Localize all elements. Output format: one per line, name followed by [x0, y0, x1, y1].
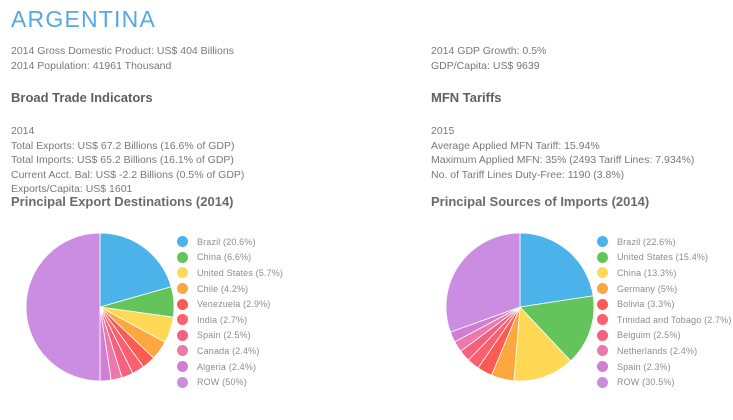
legend-item[interactable]: United States (5.7%) — [177, 265, 283, 281]
overview-left-stats: 2014 Gross Domestic Product: US$ 404 Bil… — [11, 44, 234, 73]
legend-item[interactable]: Venezuela (2.9%) — [177, 296, 283, 312]
legend-item[interactable]: Brazil (22.6%) — [597, 234, 731, 250]
legend-color-dot-icon — [177, 267, 188, 279]
legend-item[interactable]: Trinidad and Tobago (2.7%) — [597, 312, 731, 328]
bti-line-1: 2014 — [11, 125, 35, 137]
broad-trade-indicators-heading: Broad Trade Indicators — [11, 90, 153, 105]
import-chart-title: Principal Sources of Imports (2014) — [431, 194, 650, 209]
legend-color-dot-icon — [177, 376, 188, 388]
legend-item-label: ROW (50%) — [197, 377, 247, 388]
legend-color-dot-icon — [597, 376, 608, 388]
legend-color-dot-icon — [177, 298, 188, 310]
mfn-line-4: No. of Tariff Lines Duty-Free: 1190 (3.8… — [431, 168, 625, 181]
bti-line-4: Current Acct. Bal: US$ -2.2 Billions (0.… — [11, 168, 245, 181]
pie-slice[interactable] — [99, 232, 172, 308]
overview-left-line-1: 2014 Gross Domestic Product: US$ 404 Bil… — [11, 45, 234, 57]
legend-item-label: China (13.3%) — [617, 267, 677, 278]
import-sources-chart: Brazil (22.6%) United States (15.4%) China… — [431, 232, 733, 407]
legend-item[interactable]: ROW (30.5%) — [597, 374, 731, 390]
legend-color-dot-icon — [177, 329, 188, 341]
legend-item-label: China (6.6%) — [197, 252, 252, 263]
legend-item-label: Venezuela (2.9%) — [197, 299, 271, 310]
legend-item-label: United States (5.7%) — [197, 267, 284, 278]
overview-right-line-2: GDP/Capita: US$ 9639 — [431, 59, 540, 72]
legend-item-label: ROW (30.5%) — [617, 377, 675, 388]
legend-item-label: Netherlands (2.4%) — [617, 345, 698, 356]
import-legend: Brazil (22.6%) United States (15.4%) China… — [597, 234, 731, 390]
legend-color-dot-icon — [597, 361, 608, 373]
pie-slice[interactable] — [25, 232, 101, 382]
legend-item-label: United States (15.4%) — [617, 252, 709, 263]
legend-item[interactable]: China (6.6%) — [177, 250, 283, 266]
legend-item-label: Spain (2.5%) — [197, 330, 251, 341]
legend-color-dot-icon — [177, 236, 188, 248]
legend-color-dot-icon — [597, 251, 608, 263]
legend-item[interactable]: China (13.3%) — [597, 265, 731, 281]
legend-color-dot-icon — [177, 345, 188, 357]
legend-item-label: Germany (5%) — [617, 283, 678, 294]
legend-item[interactable]: United States (15.4%) — [597, 250, 731, 266]
legend-item[interactable]: Chile (4.2%) — [177, 281, 283, 297]
legend-color-dot-icon — [177, 314, 188, 326]
pie-slice[interactable] — [519, 232, 594, 308]
legend-color-dot-icon — [597, 329, 608, 341]
export-chart-title: Principal Export Destinations (2014) — [11, 194, 234, 209]
import-pie-svg — [445, 232, 595, 382]
export-legend: Brazil (20.6%) China (6.6%) United States … — [177, 234, 283, 390]
legend-item-label: Chile (4.2%) — [197, 283, 249, 294]
legend-item[interactable]: Canada (2.4%) — [177, 343, 283, 359]
legend-item[interactable]: Belguim (2.5%) — [597, 328, 731, 344]
mfn-tariffs-stats: 2015 Average Applied MFN Tariff: 15.94% … — [431, 124, 694, 182]
legend-item[interactable]: ROW (50%) — [177, 374, 283, 390]
legend-color-dot-icon — [597, 267, 608, 279]
legend-item-label: India (2.7%) — [197, 314, 248, 325]
pie-slice[interactable] — [519, 295, 595, 362]
legend-color-dot-icon — [177, 283, 188, 295]
bti-line-2: Total Exports: US$ 67.2 Billions (16.6% … — [11, 139, 235, 152]
overview-left-line-2: 2014 Population: 41961 Thousand — [11, 59, 172, 72]
pie-slice[interactable] — [513, 306, 572, 382]
page-title: ARGENTINA — [11, 6, 156, 32]
legend-item-label: Brazil (20.6%) — [197, 236, 256, 247]
legend-item-label: Trinidad and Tobago (2.7%) — [617, 314, 732, 325]
bti-line-5: Exports/Capita: US$ 1601 — [11, 183, 133, 195]
legend-color-dot-icon — [597, 314, 608, 326]
legend-item-label: Belguim (2.5%) — [617, 330, 681, 341]
overview-right-stats: 2014 GDP Growth: 0.5% GDP/Capita: US$ 96… — [431, 44, 546, 73]
legend-color-dot-icon — [177, 361, 188, 373]
legend-item-label: Spain (2.3%) — [617, 361, 671, 372]
mfn-line-3: Maximum Applied MFN: 35% (2493 Tariff Li… — [431, 154, 695, 166]
mfn-line-1: 2015 — [431, 125, 455, 137]
legend-item-label: Brazil (22.6%) — [617, 236, 676, 247]
legend-color-dot-icon — [597, 236, 608, 248]
legend-item[interactable]: Algeria (2.4%) — [177, 359, 283, 375]
mfn-tariffs-heading: MFN Tariffs — [431, 90, 502, 105]
legend-color-dot-icon — [597, 345, 608, 357]
legend-item-label: Bolivia (3.3%) — [617, 299, 675, 310]
legend-color-dot-icon — [597, 298, 608, 310]
export-pie-svg — [25, 232, 175, 382]
pie-slice[interactable] — [445, 232, 521, 333]
legend-color-dot-icon — [177, 251, 188, 263]
legend-item[interactable]: Brazil (20.6%) — [177, 234, 283, 250]
legend-item[interactable]: Netherlands (2.4%) — [597, 343, 731, 359]
legend-color-dot-icon — [597, 283, 608, 295]
export-destinations-chart: Brazil (20.6%) China (6.6%) United States … — [11, 232, 371, 407]
export-pie — [25, 232, 175, 382]
broad-trade-indicators-stats: 2014 Total Exports: US$ 67.2 Billions (1… — [11, 124, 244, 197]
legend-item[interactable]: Bolivia (3.3%) — [597, 296, 731, 312]
legend-item[interactable]: India (2.7%) — [177, 312, 283, 328]
legend-item-label: Canada (2.4%) — [197, 345, 260, 356]
legend-item-label: Algeria (2.4%) — [197, 361, 257, 372]
overview-right-line-1: 2014 GDP Growth: 0.5% — [431, 45, 547, 57]
import-pie — [445, 232, 595, 382]
legend-item[interactable]: Germany (5%) — [597, 281, 731, 297]
legend-item[interactable]: Spain (2.3%) — [597, 359, 731, 375]
mfn-line-2: Average Applied MFN Tariff: 15.94% — [431, 139, 600, 152]
bti-line-3: Total Imports: US$ 65.2 Billions (16.1% … — [11, 154, 234, 166]
legend-item[interactable]: Spain (2.5%) — [177, 328, 283, 344]
